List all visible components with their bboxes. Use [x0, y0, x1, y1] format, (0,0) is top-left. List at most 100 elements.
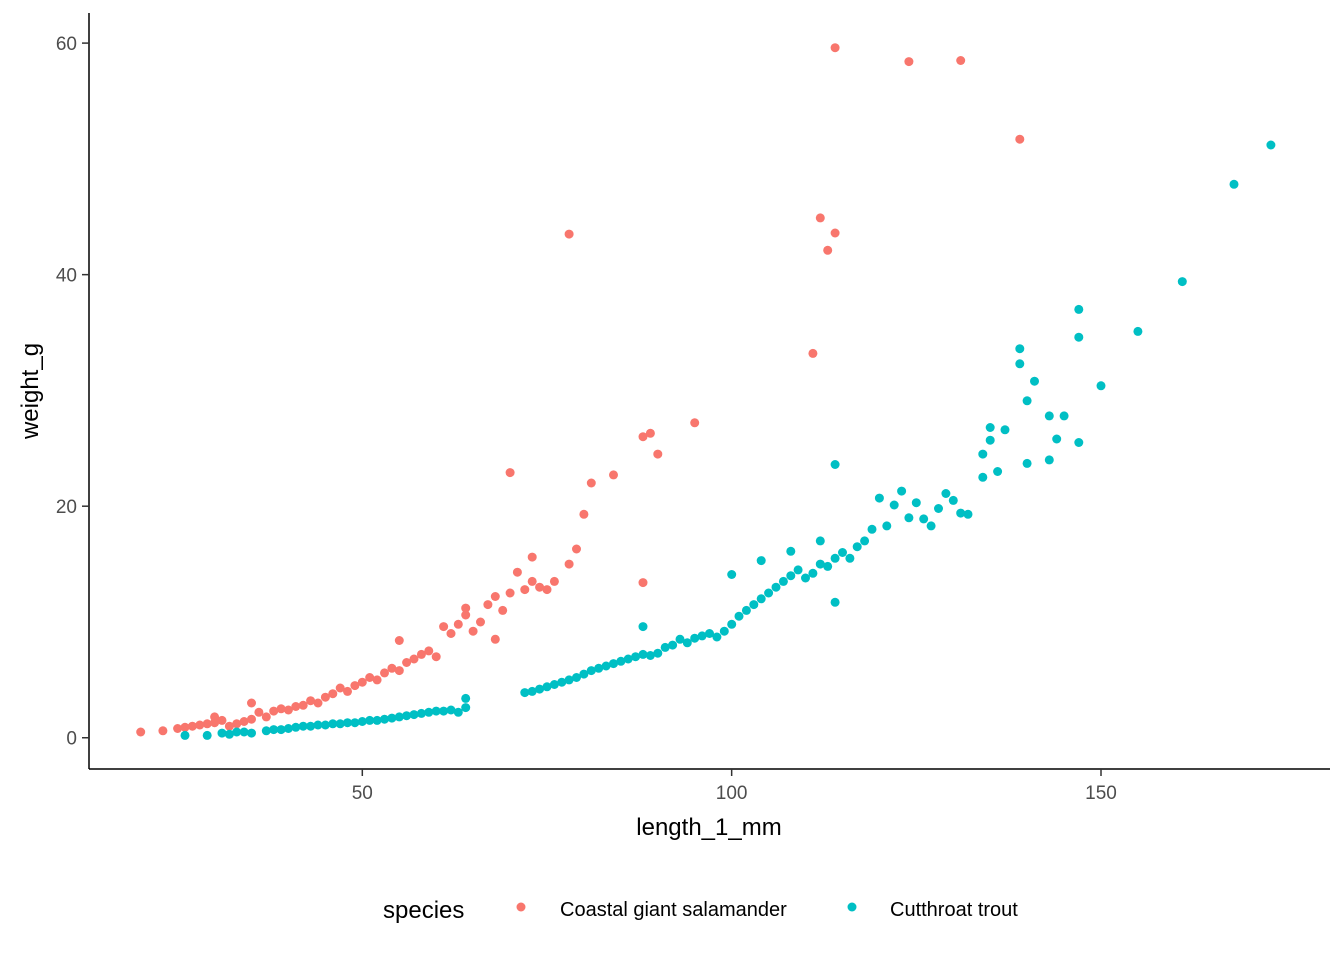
point-trout-23	[380, 714, 389, 724]
point-salamander-60	[564, 559, 574, 569]
point-salamander-55	[527, 576, 537, 586]
point-salamander-18	[276, 704, 286, 714]
point-salamander-64	[609, 470, 618, 480]
point-trout-10	[283, 724, 293, 733]
point-salamander-74	[823, 245, 833, 255]
point-trout-85	[830, 460, 840, 469]
legend-title: species	[383, 897, 464, 924]
point-salamander-6	[202, 719, 212, 729]
legend-key-salamander	[516, 902, 526, 912]
point-salamander-57	[535, 582, 545, 592]
legend: species Coastal giant salamander Cutthro…	[383, 897, 1018, 924]
point-salamander-79	[1015, 134, 1025, 144]
point-salamander-68	[653, 449, 663, 459]
point-trout-92	[882, 521, 892, 531]
point-trout-55	[653, 648, 663, 658]
point-salamander-42	[446, 629, 456, 638]
point-trout-13	[306, 721, 316, 731]
point-trout-125	[1229, 179, 1239, 189]
point-trout-43	[572, 673, 581, 682]
point-trout-115	[1044, 455, 1054, 465]
point-trout-14	[313, 720, 323, 730]
point-trout-29	[424, 707, 434, 717]
point-trout-65	[727, 619, 737, 629]
point-trout-53	[638, 622, 648, 632]
point-trout-61	[697, 631, 707, 641]
point-trout-25	[394, 712, 404, 722]
point-trout-30	[431, 706, 441, 716]
point-trout-36	[520, 688, 530, 698]
point-salamander-44	[461, 610, 471, 620]
point-trout-99	[934, 504, 943, 513]
point-trout-37	[527, 686, 537, 696]
point-trout-71	[756, 556, 766, 566]
point-trout-52	[638, 649, 648, 659]
point-salamander-65	[638, 578, 648, 588]
point-salamander-40	[431, 652, 441, 662]
point-trout-109	[1000, 425, 1010, 435]
point-trout-33	[453, 707, 463, 717]
point-trout-118	[1059, 411, 1069, 421]
point-trout-41	[557, 677, 567, 687]
point-salamander-12	[239, 717, 249, 726]
point-salamander-8	[210, 712, 220, 722]
point-trout-114	[1030, 376, 1039, 386]
point-trout-102	[956, 508, 966, 518]
point-salamander-34	[394, 666, 404, 676]
point-trout-20	[357, 717, 367, 726]
point-trout-108	[993, 467, 1003, 476]
point-trout-50	[623, 654, 633, 664]
point-trout-74	[778, 576, 788, 586]
point-salamander-28	[350, 681, 360, 691]
point-salamander-67	[645, 428, 655, 438]
x-tick-label-100: 100	[716, 783, 748, 804]
point-salamander-0	[136, 727, 146, 737]
x-axis-title: length_1_mm	[636, 814, 781, 841]
point-salamander-56	[527, 552, 537, 562]
point-trout-0	[180, 730, 190, 740]
point-trout-24	[387, 713, 397, 723]
point-salamander-46	[468, 626, 478, 636]
point-trout-56	[660, 642, 670, 652]
point-trout-31	[439, 706, 449, 716]
point-salamander-71	[564, 229, 574, 239]
point-salamander-43	[453, 619, 463, 629]
point-salamander-41	[439, 622, 449, 632]
point-trout-1	[202, 730, 212, 740]
point-trout-78	[801, 573, 810, 583]
point-salamander-49	[490, 592, 500, 601]
point-trout-12	[298, 721, 308, 731]
legend-label-trout: Cutthroat trout	[890, 899, 1018, 921]
point-trout-87	[845, 553, 855, 563]
point-trout-95	[904, 513, 914, 523]
point-salamander-72	[808, 348, 818, 358]
point-trout-42	[564, 675, 574, 685]
point-salamander-76	[830, 43, 840, 53]
point-trout-66	[727, 570, 737, 579]
point-trout-35	[461, 693, 471, 703]
point-salamander-53	[512, 567, 522, 577]
point-salamander-66	[638, 432, 648, 442]
point-trout-62	[705, 629, 714, 638]
point-salamander-48	[483, 600, 493, 610]
point-salamander-17	[269, 706, 279, 716]
point-salamander-11	[232, 719, 242, 729]
point-salamander-75	[830, 228, 840, 238]
point-salamander-1	[158, 726, 168, 736]
point-trout-93	[889, 500, 899, 510]
point-trout-81	[815, 536, 825, 546]
point-trout-72	[764, 588, 774, 598]
point-trout-97	[919, 514, 929, 524]
legend-label-salamander: Coastal giant salamander	[560, 899, 787, 921]
point-trout-73	[771, 582, 781, 592]
point-trout-80	[815, 559, 825, 569]
point-trout-124	[1177, 277, 1187, 287]
point-trout-123	[1133, 326, 1143, 336]
point-trout-4	[232, 727, 242, 737]
point-salamander-22	[306, 696, 316, 706]
point-trout-18	[343, 718, 352, 728]
point-trout-75	[786, 571, 796, 581]
point-salamander-31	[372, 675, 382, 685]
point-trout-59	[682, 638, 692, 648]
